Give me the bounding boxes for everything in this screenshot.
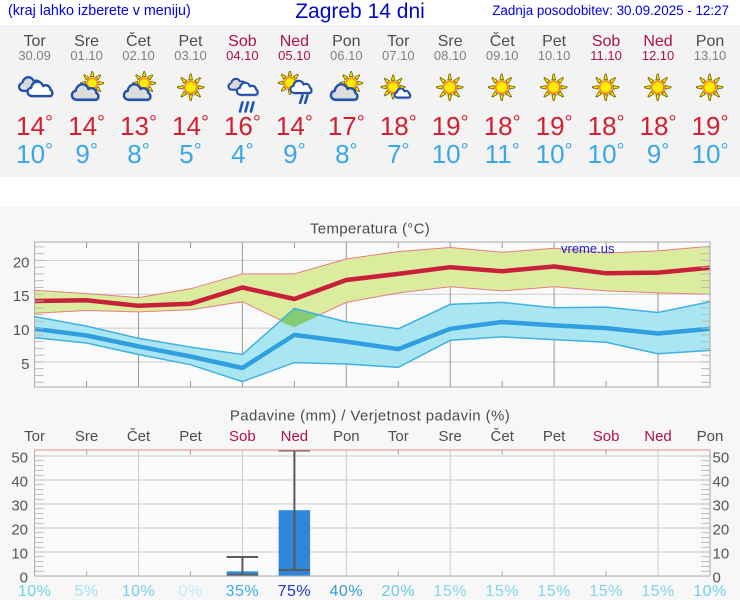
svg-text:vreme.us: vreme.us <box>561 241 615 256</box>
svg-text:10: 10 <box>713 546 730 563</box>
svg-text:40: 40 <box>11 474 28 491</box>
svg-text:0: 0 <box>713 570 721 587</box>
svg-text:0: 0 <box>20 570 28 587</box>
svg-text:Temperatura (°C): Temperatura (°C) <box>310 221 430 238</box>
svg-text:10: 10 <box>13 322 30 339</box>
svg-text:50: 50 <box>11 450 28 467</box>
svg-text:20: 20 <box>13 254 30 271</box>
svg-text:15: 15 <box>13 288 30 305</box>
svg-text:Padavine (mm) / Verjetnost pad: Padavine (mm) / Verjetnost padavin (%) <box>230 408 510 425</box>
svg-text:5: 5 <box>21 356 29 373</box>
svg-text:50: 50 <box>713 450 730 467</box>
svg-text:20: 20 <box>11 522 28 539</box>
svg-text:20: 20 <box>713 522 730 539</box>
svg-text:40: 40 <box>713 474 730 491</box>
svg-text:10: 10 <box>11 546 28 563</box>
svg-text:30: 30 <box>713 498 730 515</box>
svg-text:30: 30 <box>11 498 28 515</box>
